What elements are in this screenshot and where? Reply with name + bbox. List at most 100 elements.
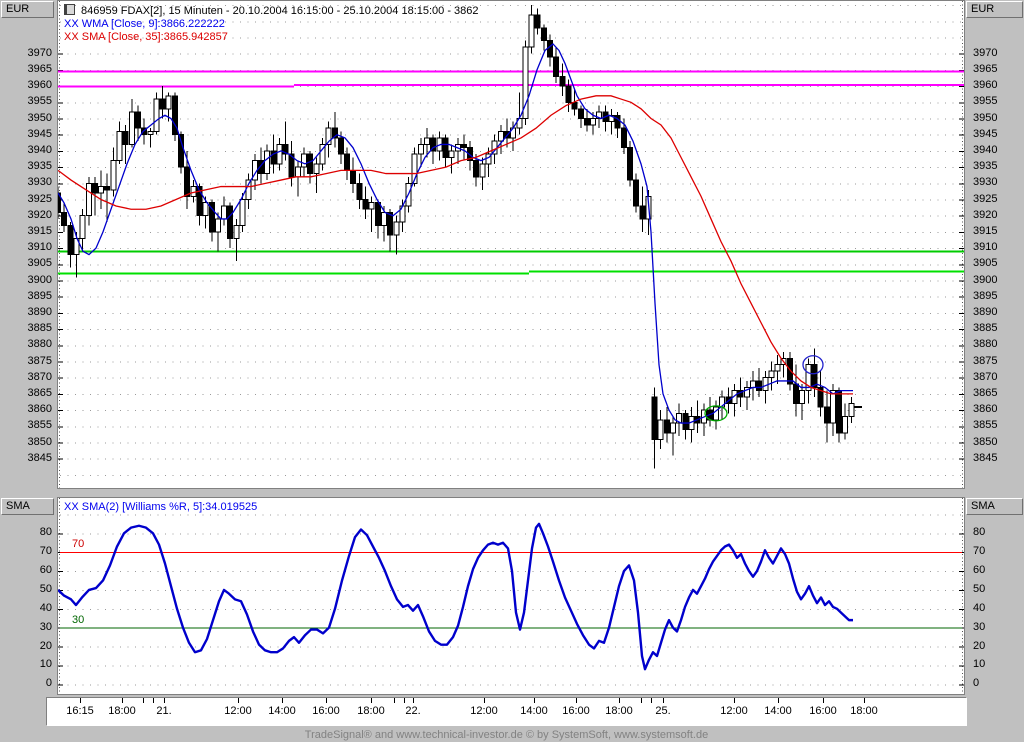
pin-icon[interactable]	[64, 4, 75, 15]
time-tick-label: 25.	[655, 705, 671, 717]
price-tick-label-left: 3870	[27, 370, 52, 383]
price-tick-label-right: 3910	[973, 241, 998, 254]
time-tick-label: 21.	[156, 705, 172, 717]
price-tick-label-left: 3865	[27, 386, 52, 399]
time-tick-label: 22.	[405, 705, 421, 717]
price-tick-label-left: 3955	[27, 95, 52, 108]
candlestick-chart	[58, 1, 964, 488]
indicator-tick-label-right: 80	[973, 526, 986, 539]
time-tick-label: 14:00	[268, 705, 296, 717]
price-tick-label-left: 3915	[27, 224, 52, 237]
price-tick-label-left: 3920	[27, 208, 52, 221]
williams-r-chart	[58, 498, 964, 694]
price-tick-label-left: 3885	[27, 322, 52, 335]
price-tick-label-right: 3935	[973, 160, 998, 173]
price-tick-label-left: 3850	[27, 435, 52, 448]
price-tick-label-right: 3965	[973, 62, 998, 75]
price-tick-label-left: 3950	[27, 111, 52, 124]
price-tick-label-right: 3880	[973, 338, 998, 351]
indicator-tick-label-left: 60	[39, 564, 52, 577]
price-tick-label-left: 3845	[27, 451, 52, 464]
price-tick-label-right: 3930	[973, 176, 998, 189]
indicator-tick-label-right: 40	[973, 601, 986, 614]
price-tick-label-right: 3925	[973, 192, 998, 205]
time-tick-label: 12:00	[470, 705, 498, 717]
price-tick-label-left: 3890	[27, 305, 52, 318]
price-tick-label-left: 3970	[27, 46, 52, 59]
price-tick-label-right: 3915	[973, 224, 998, 237]
indicator-tick-label-right: 50	[973, 582, 986, 595]
price-tick-label-right: 3860	[973, 403, 998, 416]
price-tick-label-right: 3850	[973, 435, 998, 448]
time-tick-label: 14:00	[520, 705, 548, 717]
time-tick-label: 18:00	[850, 705, 878, 717]
footer-credits: TradeSignal® and www.technical-investor.…	[46, 729, 967, 741]
indicator-tick-label-left: 10	[39, 658, 52, 671]
main-chart-plot[interactable]: 846959 FDAX[2], 15 Minuten - 20.10.2004 …	[57, 0, 965, 489]
threshold-label: 30	[72, 613, 85, 626]
indicator-tick-label-left: 40	[39, 601, 52, 614]
footer-text: TradeSignal® and www.technical-investor.…	[304, 729, 709, 741]
price-tick-label-left: 3880	[27, 338, 52, 351]
price-tick-label-right: 3870	[973, 370, 998, 383]
price-tick-label-left: 3935	[27, 160, 52, 173]
price-tick-label-left: 3895	[27, 289, 52, 302]
legend-item[interactable]: XX WMA [Close, 9]:3866.222222	[64, 18, 225, 30]
price-tick-label-right: 3960	[973, 79, 998, 92]
indicator-axis-right[interactable]: SMA 80 70 60 50 40 30 20 10 0	[966, 497, 1024, 695]
indicator-tick-label-left: 70	[39, 545, 52, 558]
time-axis[interactable]: 16:15 18:00 21. 12:00 14:00 16:00 18:00 22. 12:0…	[46, 697, 967, 726]
indicator-plot[interactable]: XX SMA(2) [Williams %R, 5]:34.019525 70 3…	[57, 497, 965, 695]
time-tick-label: 18:00	[108, 705, 136, 717]
indicator-tick-label-right: 10	[973, 658, 986, 671]
price-tick-label-left: 3860	[27, 403, 52, 416]
threshold-label: 70	[72, 538, 85, 551]
price-tick-label-left: 3875	[27, 354, 52, 367]
indicator-tick-label-left: 50	[39, 582, 52, 595]
indicator-tick-label-left: 30	[39, 620, 52, 633]
main-right-axis-unit: EUR	[966, 1, 1023, 18]
legend-item[interactable]: XX SMA(2) [Williams %R, 5]:34.019525	[64, 501, 258, 513]
main-price-axis-left[interactable]: EUR 3970 3965 3960 3955 3950 3945 3940 3935 3930…	[0, 0, 57, 489]
price-tick-label-left: 3965	[27, 62, 52, 75]
price-tick-label-left: 3945	[27, 127, 52, 140]
indicator-left-axis-unit: SMA	[1, 498, 54, 515]
indicator-tick-label-left: 0	[45, 677, 52, 690]
price-tick-label-right: 3905	[973, 257, 998, 270]
time-tick-label: 14:00	[764, 705, 792, 717]
indicator-tick-label-left: 80	[39, 526, 52, 539]
indicator-tick-label-right: 60	[973, 564, 986, 577]
price-tick-label-right: 3945	[973, 127, 998, 140]
indicator-tick-label-right: 0	[973, 677, 980, 690]
price-tick-label-left: 3910	[27, 241, 52, 254]
price-tick-label-right: 3890	[973, 305, 998, 318]
price-tick-label-left: 3940	[27, 143, 52, 156]
main-left-axis-unit: EUR	[1, 1, 54, 18]
time-axis-ticks	[80, 698, 865, 703]
price-tick-label-right: 3920	[973, 208, 998, 221]
price-tick-label-left: 3905	[27, 257, 52, 270]
price-tick-label-left: 3930	[27, 176, 52, 189]
indicator-tick-label-right: 20	[973, 639, 986, 652]
indicator-axis-left[interactable]: SMA 80 70 60 50 40 30 20 10 0	[0, 497, 57, 695]
time-tick-label: 18:00	[357, 705, 385, 717]
main-price-axis-right[interactable]: EUR 3970 3965 3960 3955 3950 3945 3940 3935 3930…	[966, 0, 1024, 489]
time-tick-label: 12:00	[720, 705, 748, 717]
price-tick-label-right: 3885	[973, 322, 998, 335]
price-tick-label-right: 3970	[973, 46, 998, 59]
indicator-tick-label-right: 70	[973, 545, 986, 558]
price-tick-label-right: 3875	[973, 354, 998, 367]
price-tick-label-right: 3940	[973, 143, 998, 156]
price-tick-label-left: 3925	[27, 192, 52, 205]
price-tick-label-right: 3865	[973, 386, 998, 399]
price-tick-label-left: 3900	[27, 273, 52, 286]
price-tick-label-right: 3900	[973, 273, 998, 286]
time-tick-label: 16:00	[562, 705, 590, 717]
time-tick-label: 16:00	[809, 705, 837, 717]
chart-title: 846959 FDAX[2], 15 Minuten - 20.10.2004 …	[64, 4, 479, 17]
time-tick-label: 16:15	[66, 705, 94, 717]
legend-item[interactable]: XX SMA [Close, 35]:3865.942857	[64, 31, 228, 43]
price-tick-label-right: 3950	[973, 111, 998, 124]
price-tick-label-right: 3895	[973, 289, 998, 302]
